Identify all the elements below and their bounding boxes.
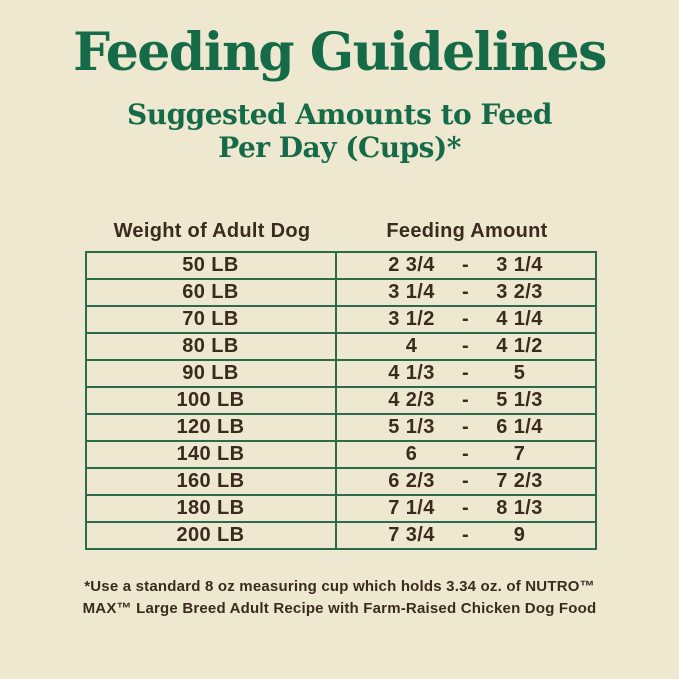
amount-low: 6 (405, 443, 418, 465)
column-header-amount: Feeding Amount (386, 220, 548, 242)
amount-range: 4 2/3 - 5 1/3 (337, 389, 595, 412)
amount-separator: - (461, 524, 470, 546)
amount-separator: - (461, 362, 470, 384)
amount-separator: - (461, 254, 470, 276)
amount-range: 4 - 4 1/2 (337, 335, 595, 358)
table-row: 160 LB 6 2/3 - 7 2/3 (84, 467, 597, 496)
feeding-table: 50 LB 2 3/4 - 3 1/4 60 LB 3 1/4 - 3 2/3 … (84, 251, 597, 550)
table-row: 180 LB 7 1/4 - 8 1/3 (84, 494, 597, 523)
amount-separator: - (461, 389, 470, 411)
weight-cell: 160 LB (84, 467, 337, 496)
footnote-line-1: *Use a standard 8 oz measuring cup which… (84, 578, 595, 595)
amount-low: 3 1/2 (388, 308, 435, 330)
amount-low: 5 1/3 (388, 416, 435, 438)
amount-low: 6 2/3 (388, 470, 435, 492)
feeding-table-section: Weight of Adult Dog Feeding Amount 50 LB… (84, 220, 597, 550)
weight-cell: 90 LB (84, 359, 337, 388)
amount-low: 7 1/4 (388, 497, 435, 519)
amount-range: 5 1/3 - 6 1/4 (337, 416, 595, 439)
amount-range: 3 1/2 - 4 1/4 (337, 308, 595, 331)
amount-separator: - (461, 335, 470, 357)
amount-high: 7 2/3 (496, 470, 543, 492)
subtitle-line-2: Per Day (Cups)* (218, 131, 461, 164)
weight-cell: 200 LB (84, 521, 337, 550)
weight-cell: 100 LB (84, 386, 337, 415)
amount-range: 6 - 7 (337, 443, 595, 466)
amount-high: 7 (513, 443, 526, 465)
weight-cell: 70 LB (84, 305, 337, 334)
amount-range: 2 3/4 - 3 1/4 (337, 254, 595, 277)
amount-range: 4 1/3 - 5 (337, 362, 595, 385)
amount-cell: 6 - 7 (334, 440, 597, 469)
amount-cell: 3 1/2 - 4 1/4 (334, 305, 597, 334)
amount-cell: 2 3/4 - 3 1/4 (334, 251, 597, 280)
amount-separator: - (461, 470, 470, 492)
amount-cell: 4 - 4 1/2 (334, 332, 597, 361)
table-row: 60 LB 3 1/4 - 3 2/3 (84, 278, 597, 307)
amount-low: 3 1/4 (388, 281, 435, 303)
table-row: 140 LB 6 - 7 (84, 440, 597, 469)
amount-high: 5 (513, 362, 526, 384)
amount-cell: 6 2/3 - 7 2/3 (334, 467, 597, 496)
amount-low: 4 2/3 (388, 389, 435, 411)
amount-low: 7 3/4 (388, 524, 435, 546)
amount-separator: - (461, 497, 470, 519)
amount-cell: 5 1/3 - 6 1/4 (334, 413, 597, 442)
footnote: *Use a standard 8 oz measuring cup which… (0, 576, 679, 620)
weight-cell: 60 LB (84, 278, 337, 307)
table-row: 100 LB 4 2/3 - 5 1/3 (84, 386, 597, 415)
amount-low: 2 3/4 (388, 254, 435, 276)
amount-cell: 4 1/3 - 5 (334, 359, 597, 388)
amount-high: 5 1/3 (496, 389, 543, 411)
amount-range: 7 1/4 - 8 1/3 (337, 497, 595, 520)
amount-high: 6 1/4 (496, 416, 543, 438)
amount-high: 4 1/2 (496, 335, 543, 357)
weight-cell: 180 LB (84, 494, 337, 523)
amount-range: 6 2/3 - 7 2/3 (337, 470, 595, 493)
table-row: 90 LB 4 1/3 - 5 (84, 359, 597, 388)
subtitle-line-1: Suggested Amounts to Feed (127, 98, 553, 131)
table-row: 80 LB 4 - 4 1/2 (84, 332, 597, 361)
footnote-line-2: MAX™ Large Breed Adult Recipe with Farm-… (82, 600, 597, 617)
amount-cell: 7 1/4 - 8 1/3 (334, 494, 597, 523)
amount-high: 8 1/3 (496, 497, 543, 519)
page-title: Feeding Guidelines (73, 22, 607, 83)
table-row: 50 LB 2 3/4 - 3 1/4 (84, 251, 597, 280)
amount-low: 4 1/3 (388, 362, 435, 384)
column-header-weight: Weight of Adult Dog (113, 220, 311, 242)
amount-cell: 3 1/4 - 3 2/3 (334, 278, 597, 307)
amount-high: 3 2/3 (496, 281, 543, 303)
table-row: 200 LB 7 3/4 - 9 (84, 521, 597, 550)
amount-separator: - (461, 308, 470, 330)
page-subtitle: Suggested Amounts to Feed Per Day (Cups)… (0, 98, 679, 164)
amount-cell: 7 3/4 - 9 (334, 521, 597, 550)
weight-cell: 80 LB (84, 332, 337, 361)
table-row: 120 LB 5 1/3 - 6 1/4 (84, 413, 597, 442)
amount-cell: 4 2/3 - 5 1/3 (334, 386, 597, 415)
weight-cell: 50 LB (84, 251, 337, 280)
table-row: 70 LB 3 1/2 - 4 1/4 (84, 305, 597, 334)
weight-cell: 140 LB (84, 440, 337, 469)
table-column-headers: Weight of Adult Dog Feeding Amount (85, 220, 595, 243)
feeding-table-body: 50 LB 2 3/4 - 3 1/4 60 LB 3 1/4 - 3 2/3 … (84, 251, 597, 550)
amount-separator: - (461, 416, 470, 438)
amount-high: 4 1/4 (496, 308, 543, 330)
amount-range: 3 1/4 - 3 2/3 (337, 281, 595, 304)
amount-high: 3 1/4 (496, 254, 543, 276)
amount-low: 4 (405, 335, 418, 357)
weight-cell: 120 LB (84, 413, 337, 442)
amount-separator: - (461, 281, 470, 303)
amount-range: 7 3/4 - 9 (337, 524, 595, 547)
amount-separator: - (461, 443, 470, 465)
amount-high: 9 (513, 524, 526, 546)
